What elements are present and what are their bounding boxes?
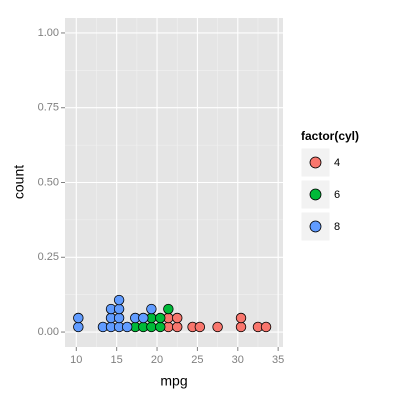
dot bbox=[121, 321, 133, 333]
x-tick-label: 20 bbox=[151, 354, 163, 366]
y-tick-label: 0.50 bbox=[38, 176, 59, 188]
dot bbox=[194, 321, 206, 333]
dot bbox=[73, 321, 84, 333]
x-tick-label: 15 bbox=[111, 354, 123, 366]
dot bbox=[73, 312, 84, 324]
dot bbox=[155, 312, 166, 324]
x-axis-label: mpg bbox=[160, 373, 187, 389]
legend-dot bbox=[309, 220, 322, 233]
dot bbox=[235, 321, 247, 333]
dot bbox=[138, 312, 149, 324]
dot bbox=[172, 321, 183, 333]
dot bbox=[212, 321, 223, 333]
dot bbox=[146, 303, 157, 315]
x-tick-label: 25 bbox=[191, 354, 203, 366]
legend-label: 6 bbox=[334, 189, 340, 201]
y-tick-label: 1.00 bbox=[38, 27, 59, 39]
dot bbox=[113, 312, 125, 324]
x-tick-label: 10 bbox=[70, 354, 82, 366]
x-tick-label: 30 bbox=[232, 354, 244, 366]
y-tick-label: 0.25 bbox=[38, 251, 59, 263]
dot bbox=[172, 312, 183, 324]
dot bbox=[163, 303, 174, 315]
y-tick-label: 0.00 bbox=[38, 326, 59, 338]
dot bbox=[155, 321, 166, 333]
dot bbox=[260, 321, 272, 333]
dot bbox=[235, 312, 247, 324]
legend-label: 8 bbox=[334, 221, 340, 233]
y-axis-label: count bbox=[11, 165, 27, 199]
y-tick-label: 0.75 bbox=[38, 102, 59, 114]
legend-dot bbox=[309, 188, 322, 201]
dot bbox=[113, 294, 125, 306]
x-tick-label: 35 bbox=[272, 354, 284, 366]
dot bbox=[113, 303, 125, 315]
legend-dot bbox=[309, 156, 322, 169]
legend-label: 4 bbox=[334, 157, 340, 169]
legend-title: factor(cyl) bbox=[301, 129, 359, 143]
dot bbox=[146, 321, 157, 333]
